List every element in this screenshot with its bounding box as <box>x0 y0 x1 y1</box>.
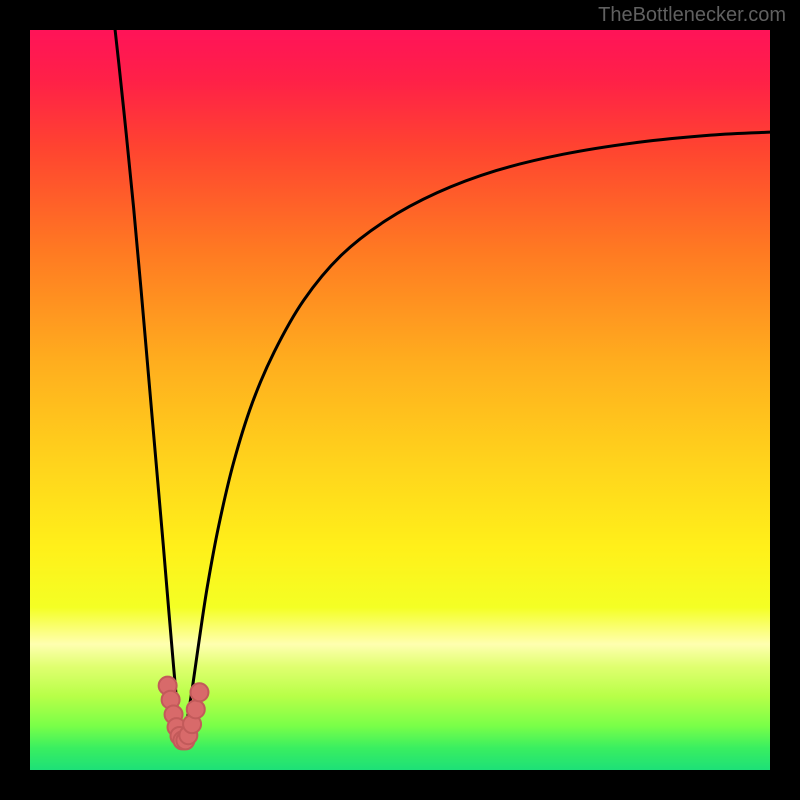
data-marker <box>187 700 205 718</box>
chart-container: TheBottlenecker.com <box>0 0 800 800</box>
chart-svg <box>0 0 800 800</box>
data-marker <box>190 683 208 701</box>
